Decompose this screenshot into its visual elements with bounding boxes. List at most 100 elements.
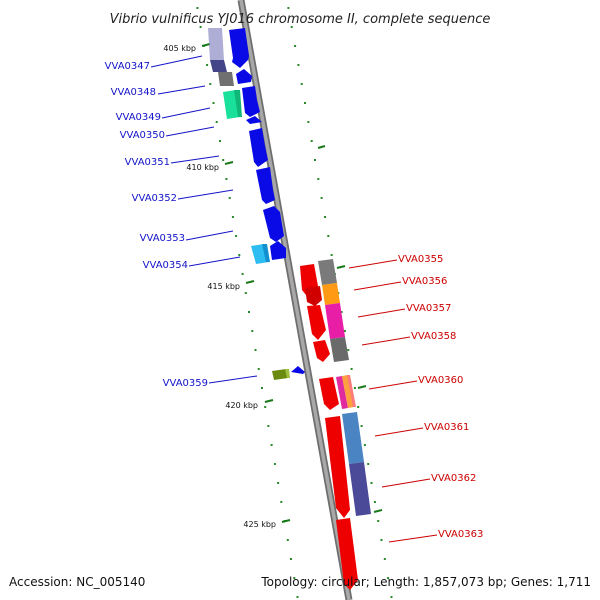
guide-dot	[387, 577, 390, 579]
guide-dot	[324, 216, 326, 218]
gene-label-vva0360[interactable]: VVA0360	[418, 375, 463, 386]
right-features	[300, 259, 371, 590]
guide-dot	[340, 311, 343, 313]
tick-label-410: 410 kbp	[186, 163, 219, 172]
gene-arrow[interactable]	[246, 116, 262, 124]
accession-text: Accession: NC_005140	[9, 575, 145, 589]
gene-arrow[interactable]	[305, 286, 322, 306]
guide-dot	[219, 140, 221, 142]
guide-dot	[373, 501, 376, 503]
gene-arrow[interactable]	[336, 518, 358, 590]
gene-label-vva0352[interactable]: VVA0352	[132, 193, 177, 204]
guide-dot	[383, 558, 386, 560]
guide-dot	[390, 596, 393, 598]
gene-label-vva0353[interactable]: VVA0353	[140, 233, 185, 244]
feature-vva0356[interactable]	[322, 283, 340, 305]
tick-label-415: 415 kbp	[207, 282, 240, 291]
guide-dot	[235, 235, 238, 237]
guide-dot	[370, 482, 373, 484]
feature-vva0362[interactable]	[349, 462, 371, 516]
gene-label-vva0359[interactable]: VVA0359	[163, 378, 208, 389]
gene-label-vva0351[interactable]: VVA0351	[125, 157, 170, 168]
guide-dot	[304, 102, 306, 104]
gene-label-vva0350[interactable]: VVA0350	[120, 130, 165, 141]
gene-label-vva0362[interactable]: VVA0362	[431, 473, 476, 484]
guide-dot	[293, 577, 296, 579]
feature-vva0348-edge[interactable]	[234, 90, 242, 117]
guide-dot	[231, 216, 234, 218]
guide-dot	[300, 83, 303, 85]
feature-block[interactable]	[210, 60, 227, 72]
gene-arrow[interactable]	[236, 69, 252, 84]
guide-dot	[317, 178, 320, 180]
guide-dot	[320, 197, 323, 199]
gene-label-vva0363[interactable]: VVA0363	[438, 529, 483, 540]
guide-dot	[280, 501, 283, 503]
gene-arrow[interactable]	[270, 241, 286, 260]
guide-dot	[270, 444, 273, 446]
feature-block[interactable]	[318, 259, 337, 285]
guide-dot	[294, 45, 297, 47]
guide-dot	[377, 520, 380, 522]
tick-405: 405 kbp	[163, 43, 211, 53]
guide-dot	[215, 121, 218, 123]
gene-label-vva0348[interactable]: VVA0348	[111, 87, 156, 98]
map-title: Vibrio vulnificus YJ016 chromosome II, c…	[110, 12, 491, 27]
feature-vva0357[interactable]	[325, 303, 345, 339]
tick-label-405: 405 kbp	[163, 44, 196, 53]
gene-label-vva0355[interactable]: VVA0355	[398, 254, 443, 265]
gene-arrow[interactable]	[263, 206, 284, 242]
feature-vva0359[interactable]	[272, 369, 288, 380]
feature-vva0360-b[interactable]	[342, 375, 354, 408]
guide-dot	[273, 463, 276, 465]
gene-arrow[interactable]	[256, 167, 275, 204]
gene-label-vva0356[interactable]: VVA0356	[402, 276, 447, 287]
guide-dot	[254, 349, 257, 351]
guide-dot	[264, 406, 267, 408]
gene-label-vva0354[interactable]: VVA0354	[143, 260, 188, 271]
guide-dot	[290, 26, 293, 28]
feature-vva0361[interactable]	[342, 412, 364, 464]
guide-dot	[297, 64, 300, 66]
guide-dot	[267, 425, 270, 427]
feature-vva0359-edge[interactable]	[285, 369, 290, 378]
guide-dot	[206, 64, 209, 66]
gene-arrow[interactable]	[313, 340, 330, 362]
gene-arrow[interactable]	[229, 28, 249, 68]
feature-block[interactable]	[208, 28, 224, 60]
guide-dot	[353, 387, 356, 389]
gene-arrow[interactable]	[307, 305, 326, 340]
gene-arrow[interactable]	[242, 86, 260, 117]
gene-label-vva0357[interactable]: VVA0357	[406, 303, 451, 314]
tick-425: 425 kbp	[243, 519, 291, 529]
tick-420: 420 kbp	[225, 399, 274, 410]
gene-arrow[interactable]	[249, 128, 268, 167]
feature-block[interactable]	[218, 72, 234, 86]
guide-dot	[343, 330, 346, 332]
feature-vva0360-c[interactable]	[347, 375, 356, 407]
guide-dot	[327, 235, 330, 237]
gene-label-vva0358[interactable]: VVA0358	[411, 331, 456, 342]
gene-arrow[interactable]	[291, 366, 305, 374]
feature-vva0358[interactable]	[330, 337, 349, 362]
guide-dot	[212, 102, 215, 104]
chromosome-backbone	[237, 0, 353, 600]
guide-dot	[261, 387, 263, 389]
gene-label-vva0361[interactable]: VVA0361	[424, 422, 469, 433]
gene-label-vva0347[interactable]: VVA0347	[105, 61, 150, 72]
guide-dot	[238, 254, 241, 256]
guide-dot	[244, 292, 247, 294]
guide-dot	[257, 368, 260, 370]
guide-dots	[196, 7, 393, 598]
guide-dot	[367, 463, 370, 465]
guide-dot	[248, 311, 250, 313]
gene-label-vva0349[interactable]: VVA0349	[116, 112, 161, 123]
guide-dot	[347, 349, 350, 351]
guide-dot	[287, 7, 290, 9]
feature-vva0360[interactable]	[336, 376, 348, 409]
guide-dot	[241, 273, 244, 275]
gene-arrow[interactable]	[325, 416, 350, 518]
feature-vva0354-edge[interactable]	[262, 244, 270, 262]
gene-arrow[interactable]	[319, 377, 339, 410]
